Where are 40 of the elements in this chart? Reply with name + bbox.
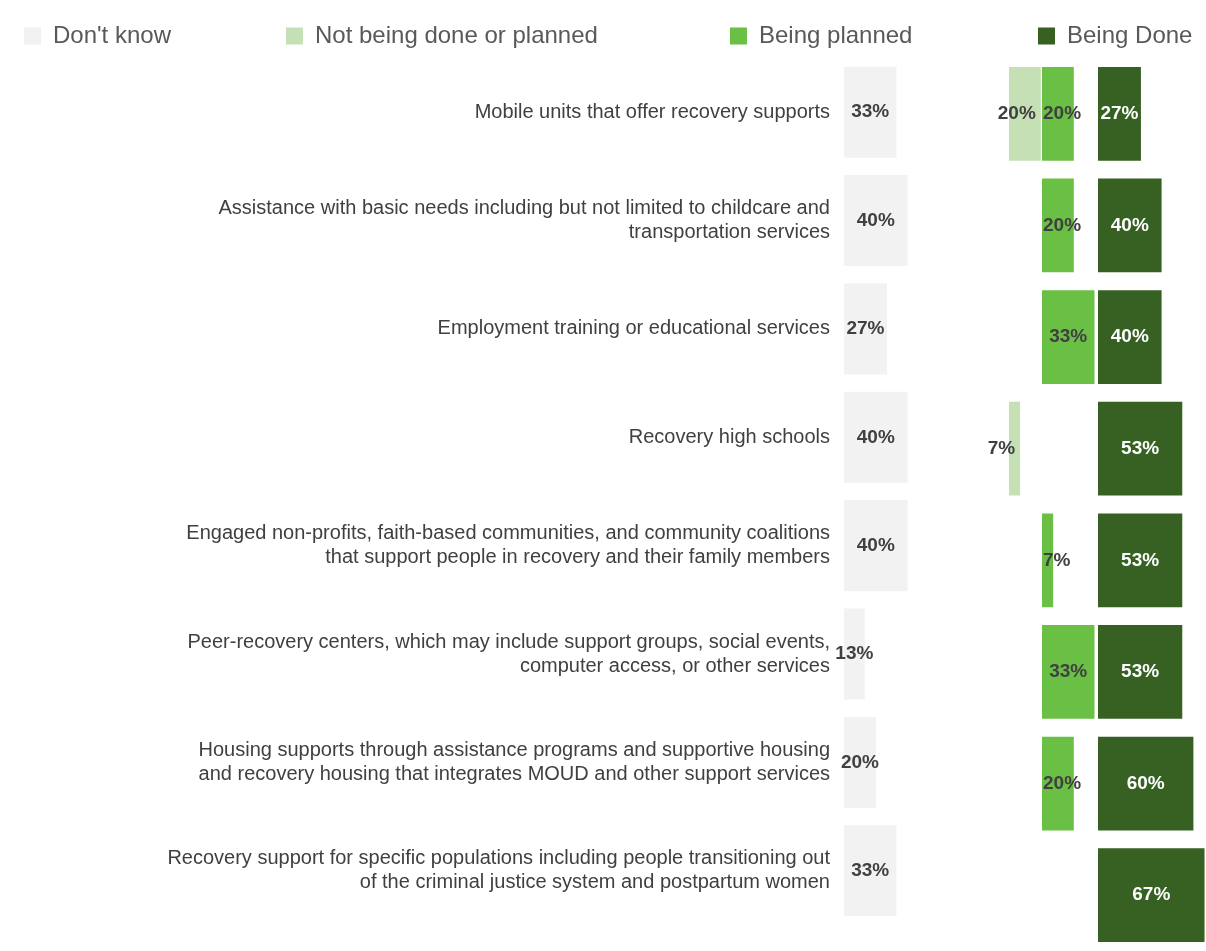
data-label: 40% — [856, 533, 895, 555]
legend-label: Being Done — [1067, 20, 1193, 48]
bar — [1098, 290, 1162, 384]
data-label: 33% — [851, 100, 890, 122]
legend-label: Not being done or planned — [315, 20, 598, 48]
data-label: 40% — [1110, 325, 1149, 347]
y-tick-label: Recovery high schools — [628, 424, 830, 447]
data-label: 53% — [1121, 548, 1160, 570]
data-label: 40% — [856, 208, 895, 230]
bar — [1098, 625, 1183, 719]
bar — [1098, 178, 1162, 273]
data-label: 7% — [987, 436, 1016, 458]
bar — [1098, 401, 1183, 496]
bar — [1098, 66, 1141, 161]
data-label: 67% — [1132, 883, 1171, 905]
data-label: 33% — [851, 859, 890, 881]
legend-label: Don't know — [53, 20, 172, 48]
data-label: 20% — [840, 750, 880, 772]
data-label: 20% — [997, 102, 1036, 124]
data-label: 27% — [846, 317, 885, 339]
bar — [1098, 848, 1205, 943]
data-label: 27% — [1100, 102, 1139, 124]
y-tick-label: Peer-recovery centers, which may include support groups, social events, computer access, or other services — [187, 629, 830, 676]
y-tick-label: Assistance with basic needs including but not limited to childcare and transportation services — [218, 196, 830, 243]
data-label: 60% — [1126, 771, 1165, 793]
data-label: 33% — [1049, 660, 1088, 682]
bar — [1098, 513, 1183, 608]
data-label: 40% — [1110, 213, 1149, 235]
y-tick-label: Recovery support for specific populations including people transitioning out of the criminal justice system and postpartum women — [167, 846, 831, 893]
data-label: 33% — [1049, 325, 1088, 347]
y-tick-label: Housing supports through assistance programs and supportive housing and recovery housing that integrates MOUD and other support services — [198, 737, 830, 784]
data-label: 53% — [1121, 436, 1160, 458]
legend-label: Being planned — [759, 20, 913, 48]
y-tick-label: Engaged non-profits, faith-based communities, and community coalitions that support people in recovery and their family members — [186, 521, 830, 568]
data-label: 40% — [856, 425, 895, 447]
y-tick-label: Mobile units that offer recovery supports — [474, 99, 830, 122]
bar — [1098, 736, 1194, 831]
y-tick-label: Employment training or educational services — [437, 316, 830, 339]
data-label: 13% — [835, 642, 874, 664]
data-label: 53% — [1121, 660, 1160, 682]
